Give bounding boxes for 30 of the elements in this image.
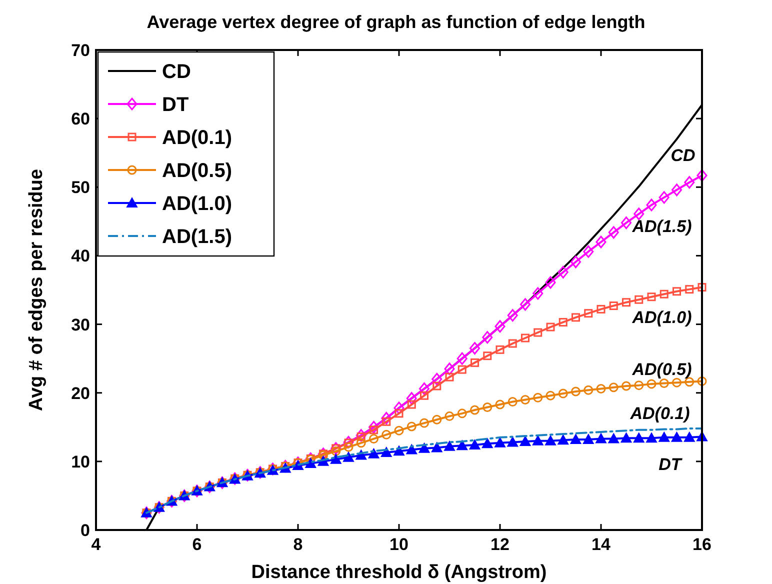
y-tick-label: 70 [71, 41, 90, 60]
x-axis-title: Distance threshold δ (Angstrom) [251, 562, 547, 583]
y-tick-label: 0 [80, 521, 90, 540]
legend-label: AD(0.1) [162, 127, 232, 149]
annotation: AD(0.1) [629, 404, 690, 423]
legend-label: AD(0.5) [162, 160, 232, 182]
x-tick-label: 4 [91, 535, 102, 554]
y-tick-label: 50 [71, 178, 90, 198]
y-tick-label: 60 [71, 110, 90, 129]
legend-label: CD [162, 61, 191, 83]
y-tick-label: 30 [71, 315, 90, 334]
legend-label: AD(1.5) [162, 226, 232, 248]
x-tick-label: 12 [490, 535, 510, 554]
legend-label: DT [162, 94, 189, 116]
y-tick-label: 40 [71, 246, 90, 266]
x-tick-label: 14 [592, 535, 611, 554]
annotation: DT [658, 455, 683, 474]
x-tick-label: 16 [692, 535, 712, 554]
annotation: AD(0.5) [631, 360, 692, 379]
annotation: CD [670, 146, 696, 165]
annotation: AD(1.5) [631, 217, 692, 236]
legend-label: AD(1.0) [162, 193, 232, 215]
x-tick-label: 8 [293, 535, 303, 554]
chart-title: Average vertex degree of graph as function of edge length [146, 12, 646, 32]
annotation: AD(1.0) [631, 308, 692, 327]
y-axis-title: Avg # of edges per residue [26, 168, 47, 412]
x-tick-label: 6 [192, 535, 202, 554]
x-tick-label: 10 [390, 535, 408, 554]
y-tick-label: 10 [71, 452, 90, 472]
y-tick-label: 20 [71, 384, 90, 403]
